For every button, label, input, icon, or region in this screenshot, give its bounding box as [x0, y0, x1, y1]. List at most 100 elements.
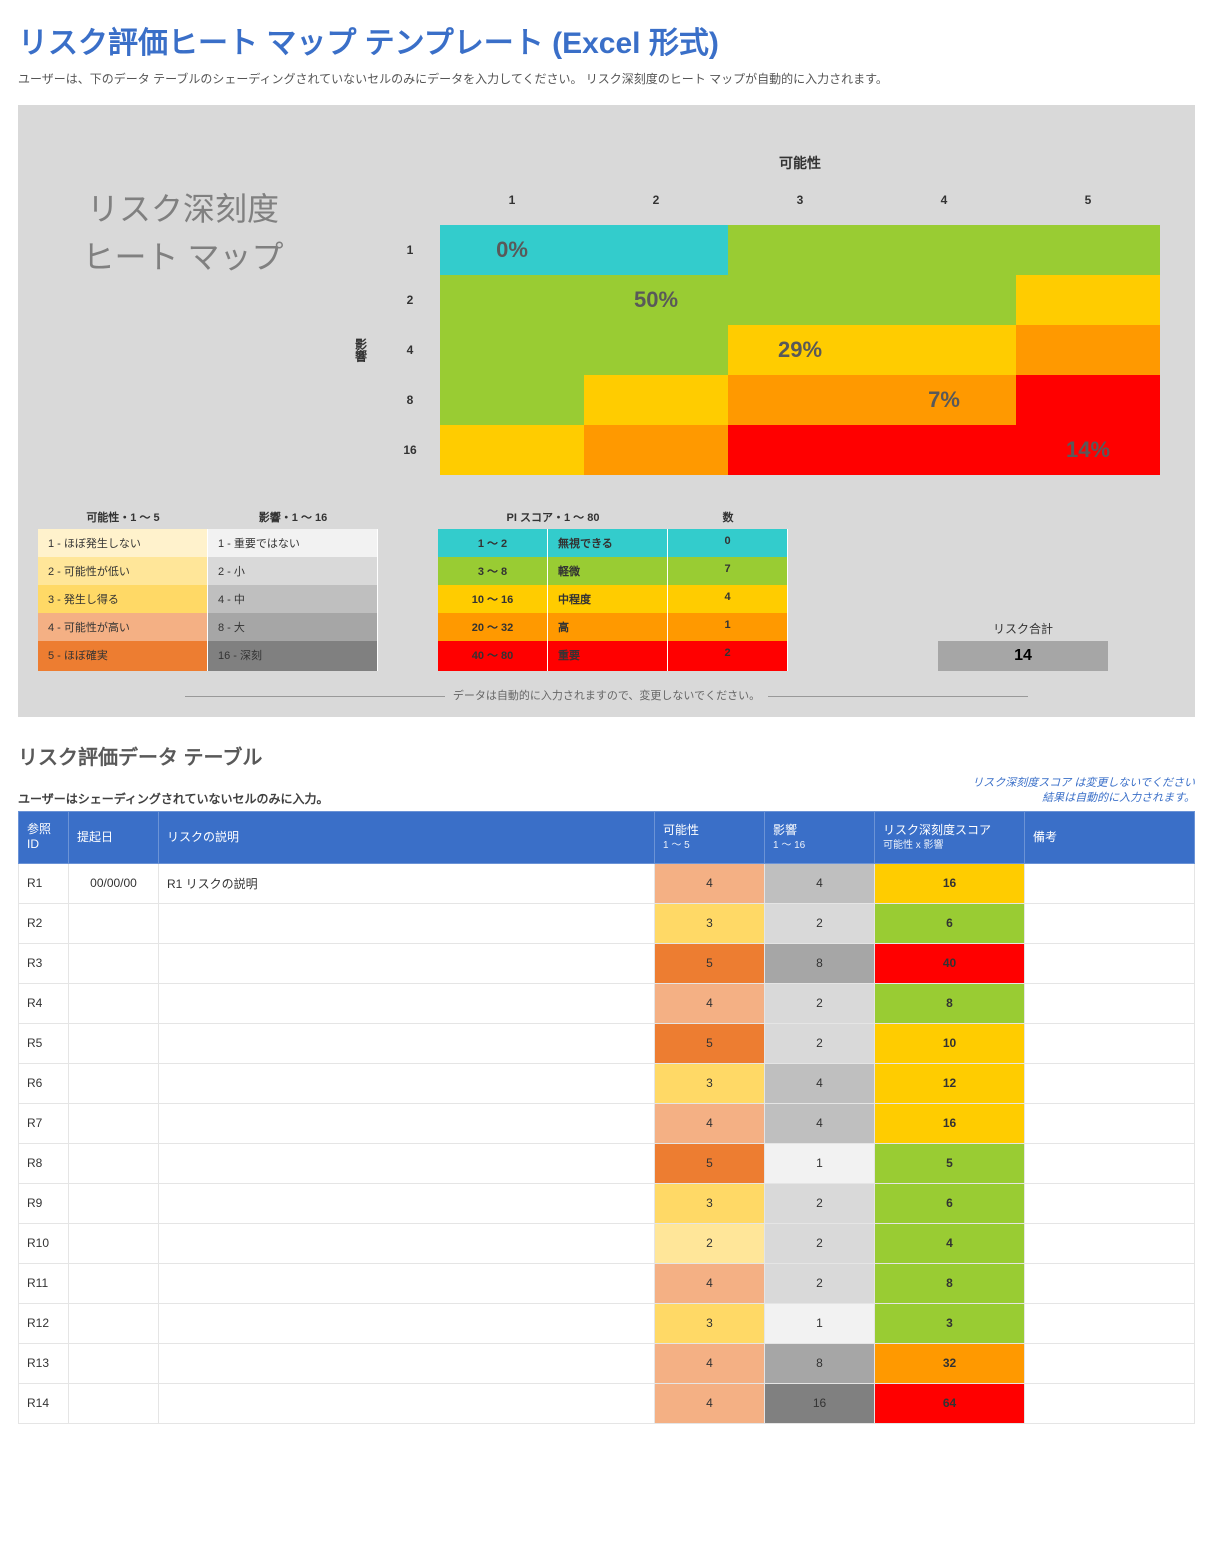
cell-prob[interactable]: 5: [655, 1143, 765, 1183]
cell-notes[interactable]: [1025, 1263, 1195, 1303]
cell-prob[interactable]: 3: [655, 1063, 765, 1103]
cell-ref[interactable]: R13: [19, 1343, 69, 1383]
cell-date[interactable]: [69, 1223, 159, 1263]
heat-cell: [872, 425, 1016, 475]
cell-date[interactable]: [69, 903, 159, 943]
cell-desc[interactable]: [159, 1263, 655, 1303]
heatmap-title-line1: リスク深刻度: [38, 185, 328, 233]
cell-date[interactable]: [69, 1183, 159, 1223]
cell-impact[interactable]: 4: [765, 863, 875, 903]
cell-impact[interactable]: 1: [765, 1303, 875, 1343]
cell-desc[interactable]: [159, 1183, 655, 1223]
cell-ref[interactable]: R7: [19, 1103, 69, 1143]
cell-notes[interactable]: [1025, 943, 1195, 983]
cell-prob[interactable]: 4: [655, 983, 765, 1023]
cell-date[interactable]: [69, 1023, 159, 1063]
cell-prob[interactable]: 3: [655, 903, 765, 943]
cell-prob[interactable]: 4: [655, 1383, 765, 1423]
col-prob: 可能性 1 ～ 5: [655, 811, 765, 863]
cell-ref[interactable]: R1: [19, 863, 69, 903]
cell-date[interactable]: [69, 1143, 159, 1183]
cell-ref[interactable]: R14: [19, 1383, 69, 1423]
cell-impact[interactable]: 2: [765, 1263, 875, 1303]
cell-notes[interactable]: [1025, 983, 1195, 1023]
cell-date[interactable]: [69, 1063, 159, 1103]
cell-date[interactable]: 00/00/00: [69, 863, 159, 903]
cell-ref[interactable]: R6: [19, 1063, 69, 1103]
cell-notes[interactable]: [1025, 1343, 1195, 1383]
cell-impact[interactable]: 2: [765, 983, 875, 1023]
col-notes: 備考: [1025, 811, 1195, 863]
cell-date[interactable]: [69, 1383, 159, 1423]
cell-desc[interactable]: [159, 1023, 655, 1063]
cell-desc[interactable]: [159, 1103, 655, 1143]
cell-ref[interactable]: R11: [19, 1263, 69, 1303]
cell-ref[interactable]: R10: [19, 1223, 69, 1263]
cell-date[interactable]: [69, 943, 159, 983]
cell-notes[interactable]: [1025, 1183, 1195, 1223]
cell-date[interactable]: [69, 1263, 159, 1303]
cell-notes[interactable]: [1025, 903, 1195, 943]
cell-date[interactable]: [69, 1303, 159, 1343]
cell-ref[interactable]: R2: [19, 903, 69, 943]
cell-impact[interactable]: 8: [765, 943, 875, 983]
table-row: R11428: [19, 1263, 1195, 1303]
cell-desc[interactable]: [159, 903, 655, 943]
cell-impact[interactable]: 4: [765, 1103, 875, 1143]
cell-desc[interactable]: [159, 1223, 655, 1263]
cell-prob[interactable]: 3: [655, 1303, 765, 1343]
cell-ref[interactable]: R8: [19, 1143, 69, 1183]
cell-desc[interactable]: R1 リスクの説明: [159, 863, 655, 903]
cell-impact[interactable]: 16: [765, 1383, 875, 1423]
cell-impact[interactable]: 4: [765, 1063, 875, 1103]
cell-ref[interactable]: R3: [19, 943, 69, 983]
cell-prob[interactable]: 4: [655, 863, 765, 903]
cell-date[interactable]: [69, 1343, 159, 1383]
cell-date[interactable]: [69, 983, 159, 1023]
cell-desc[interactable]: [159, 1343, 655, 1383]
cell-impact[interactable]: 1: [765, 1143, 875, 1183]
heat-cell: 29%: [728, 325, 872, 375]
cell-desc[interactable]: [159, 1063, 655, 1103]
cell-notes[interactable]: [1025, 1023, 1195, 1063]
cell-desc[interactable]: [159, 983, 655, 1023]
cell-prob[interactable]: 4: [655, 1343, 765, 1383]
cell-ref[interactable]: R5: [19, 1023, 69, 1063]
cell-prob[interactable]: 4: [655, 1263, 765, 1303]
table-note: リスク深刻度スコア は変更しないでください 結果は自動的に入力されます。: [972, 776, 1195, 807]
cell-impact[interactable]: 8: [765, 1343, 875, 1383]
cell-notes[interactable]: [1025, 1063, 1195, 1103]
col-desc: リスクの説明: [159, 811, 655, 863]
cell-ref[interactable]: R4: [19, 983, 69, 1023]
cell-notes[interactable]: [1025, 1143, 1195, 1183]
heat-col-head: 2: [584, 175, 728, 225]
cell-prob[interactable]: 4: [655, 1103, 765, 1143]
cell-prob[interactable]: 5: [655, 1023, 765, 1063]
heat-row-head: 2: [380, 275, 440, 325]
cell-desc[interactable]: [159, 1143, 655, 1183]
cell-notes[interactable]: [1025, 1303, 1195, 1343]
cell-date[interactable]: [69, 1103, 159, 1143]
cell-notes[interactable]: [1025, 1103, 1195, 1143]
cell-impact[interactable]: 2: [765, 1223, 875, 1263]
risk-data-table: 参照 ID 提起日 リスクの説明 可能性 1 ～ 5 影響 1 ～ 16 リスク…: [18, 811, 1195, 1424]
legend-cell: 5 - ほぼ確実: [38, 641, 208, 671]
heat-cell: [440, 325, 584, 375]
cell-impact[interactable]: 2: [765, 903, 875, 943]
cell-impact[interactable]: 2: [765, 1023, 875, 1063]
legend-cell: 2 - 可能性が低い: [38, 557, 208, 585]
cell-notes[interactable]: [1025, 863, 1195, 903]
table-row: R55210: [19, 1023, 1195, 1063]
col-date: 提起日: [69, 811, 159, 863]
cell-impact[interactable]: 2: [765, 1183, 875, 1223]
cell-prob[interactable]: 3: [655, 1183, 765, 1223]
cell-notes[interactable]: [1025, 1223, 1195, 1263]
cell-prob[interactable]: 5: [655, 943, 765, 983]
cell-desc[interactable]: [159, 1303, 655, 1343]
cell-desc[interactable]: [159, 1383, 655, 1423]
cell-prob[interactable]: 2: [655, 1223, 765, 1263]
cell-ref[interactable]: R12: [19, 1303, 69, 1343]
cell-notes[interactable]: [1025, 1383, 1195, 1423]
cell-ref[interactable]: R9: [19, 1183, 69, 1223]
cell-desc[interactable]: [159, 943, 655, 983]
